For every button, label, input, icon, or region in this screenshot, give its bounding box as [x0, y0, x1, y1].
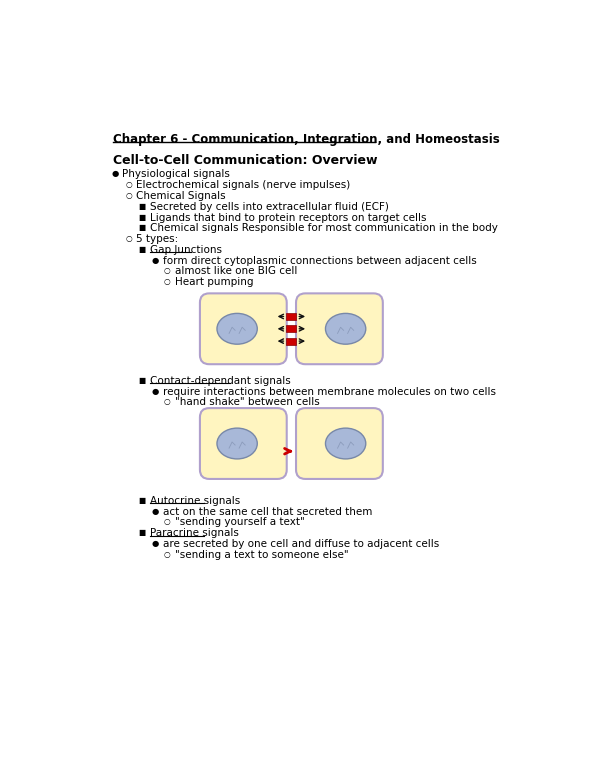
Text: 5 types:: 5 types:: [136, 234, 178, 244]
Text: Secreted by cells into extracellular fluid (ECF): Secreted by cells into extracellular flu…: [149, 202, 389, 212]
Text: Gap Junctions: Gap Junctions: [149, 245, 221, 255]
Text: ○: ○: [164, 397, 171, 407]
Text: "sending a text to someone else": "sending a text to someone else": [175, 550, 349, 560]
Text: "sending yourself a text": "sending yourself a text": [175, 517, 305, 527]
Bar: [286, 313, 296, 320]
Text: Cell-to-Cell Communication: Overview: Cell-to-Cell Communication: Overview: [113, 154, 378, 167]
Text: Chemical Signals: Chemical Signals: [136, 191, 226, 201]
Bar: [286, 337, 296, 344]
Text: almost like one BIG cell: almost like one BIG cell: [175, 266, 298, 276]
Text: Physiological signals: Physiological signals: [123, 169, 230, 179]
Text: ■: ■: [138, 528, 145, 537]
Text: ●: ●: [151, 507, 159, 516]
Text: "hand shake" between cells: "hand shake" between cells: [175, 397, 320, 407]
FancyBboxPatch shape: [296, 293, 383, 364]
Text: ●: ●: [151, 256, 159, 265]
Text: Heart pumping: Heart pumping: [175, 277, 253, 287]
Text: ●: ●: [151, 387, 159, 396]
Text: ○: ○: [126, 234, 132, 243]
Text: ■: ■: [138, 202, 145, 211]
Text: Ligands that bind to protein receptors on target cells: Ligands that bind to protein receptors o…: [149, 213, 426, 223]
Text: Paracrine signals: Paracrine signals: [149, 528, 239, 538]
Text: ○: ○: [126, 180, 132, 189]
FancyBboxPatch shape: [296, 408, 383, 479]
FancyBboxPatch shape: [200, 293, 287, 364]
Bar: [286, 325, 296, 332]
Text: Chemical signals Responsible for most communication in the body: Chemical signals Responsible for most co…: [149, 223, 497, 233]
Text: ■: ■: [138, 245, 145, 254]
Ellipse shape: [217, 313, 257, 344]
FancyBboxPatch shape: [200, 408, 287, 479]
Text: ■: ■: [138, 496, 145, 505]
Ellipse shape: [325, 428, 366, 459]
Text: act on the same cell that secreted them: act on the same cell that secreted them: [162, 507, 372, 517]
Text: are secreted by one cell and diffuse to adjacent cells: are secreted by one cell and diffuse to …: [162, 539, 439, 549]
Text: Chapter 6 - Communication, Integration, and Homeostasis: Chapter 6 - Communication, Integration, …: [113, 133, 500, 146]
Text: ○: ○: [164, 517, 171, 527]
Text: ○: ○: [164, 550, 171, 559]
Text: ■: ■: [138, 223, 145, 233]
Text: ●: ●: [111, 169, 118, 179]
Text: ■: ■: [138, 213, 145, 222]
Text: require interactions between membrane molecules on two cells: require interactions between membrane mo…: [162, 387, 496, 397]
Text: ○: ○: [126, 191, 132, 200]
Text: ○: ○: [164, 266, 171, 276]
Text: Autocrine signals: Autocrine signals: [149, 496, 240, 506]
Ellipse shape: [325, 313, 366, 344]
Text: ■: ■: [138, 376, 145, 385]
Ellipse shape: [217, 428, 257, 459]
Text: form direct cytoplasmic connections between adjacent cells: form direct cytoplasmic connections betw…: [162, 256, 477, 266]
Text: Contact-dependant signals: Contact-dependant signals: [149, 376, 290, 386]
Text: ●: ●: [151, 539, 159, 548]
Text: Electrochemical signals (nerve impulses): Electrochemical signals (nerve impulses): [136, 180, 350, 190]
Text: ○: ○: [164, 277, 171, 286]
